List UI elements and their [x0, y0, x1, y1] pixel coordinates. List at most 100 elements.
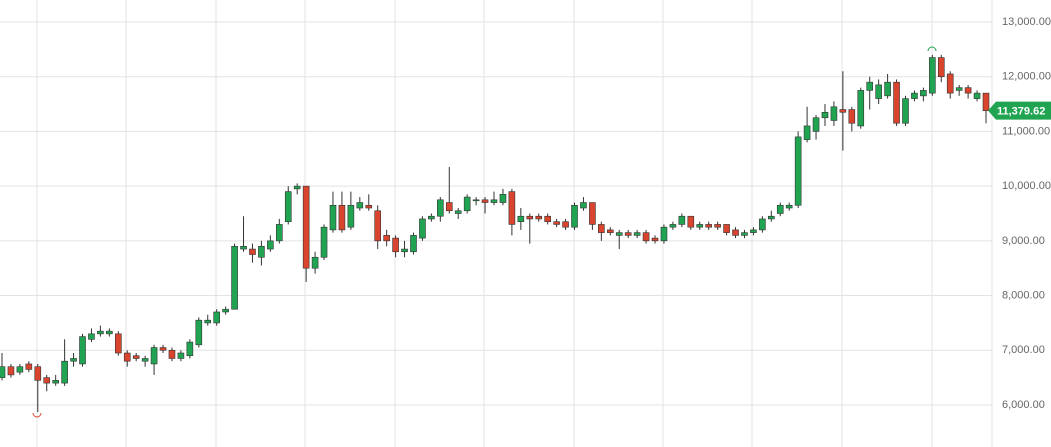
y-tick-label: 6,000.00: [1002, 399, 1045, 411]
candle: [759, 216, 766, 233]
candle: [249, 243, 256, 263]
candle-body: [141, 358, 149, 362]
candle-body: [714, 224, 721, 228]
candle: [830, 101, 838, 126]
candle-body: [785, 204, 793, 209]
candle: [660, 224, 668, 244]
candle-body: [249, 248, 256, 255]
y-tick-label: 7,000.00: [1002, 344, 1045, 356]
candle-body: [884, 81, 891, 97]
candle-body: [383, 235, 390, 242]
candle: [723, 224, 730, 236]
candle: [284, 186, 292, 225]
candle-body: [338, 204, 346, 231]
candle: [356, 197, 364, 211]
candle-body: [0, 366, 6, 378]
candle-body: [651, 237, 659, 242]
candle: [472, 197, 480, 206]
candle-body: [642, 232, 650, 242]
candle-body: [893, 81, 900, 124]
candle: [240, 216, 247, 252]
candle: [920, 87, 927, 102]
candle-body: [437, 199, 444, 217]
candle: [696, 221, 704, 230]
candle: [857, 87, 865, 129]
candle: [535, 213, 543, 222]
candle-body: [374, 210, 382, 242]
candle: [875, 79, 882, 105]
candle: [937, 54, 945, 83]
candle: [195, 317, 203, 348]
candle: [571, 202, 578, 230]
candle-body: [937, 57, 945, 78]
candle: [651, 235, 659, 244]
candle: [821, 104, 829, 126]
candle-body: [347, 204, 355, 228]
candle-body: [419, 218, 426, 239]
candle-body: [7, 366, 15, 376]
candle: [741, 229, 748, 239]
candle: [7, 363, 15, 378]
candle: [329, 191, 337, 233]
candle-body: [624, 232, 632, 236]
candle-body: [356, 202, 364, 209]
candle-body: [696, 224, 704, 228]
candle-body: [759, 218, 766, 231]
candle: [526, 213, 534, 244]
candle-body: [768, 215, 775, 220]
candle-body: [79, 336, 86, 365]
candle: [311, 251, 319, 274]
candle-body: [517, 215, 525, 222]
candle: [445, 166, 453, 214]
candle-body: [25, 363, 33, 370]
candle: [132, 353, 140, 362]
candle: [150, 344, 158, 375]
candle-body: [660, 226, 668, 242]
candle-body: [168, 349, 176, 359]
candle: [562, 218, 569, 230]
candle-body: [946, 73, 954, 94]
candle: [794, 131, 802, 209]
candle-body: [401, 248, 408, 253]
candle-body: [955, 87, 963, 91]
candle-body: [150, 347, 158, 365]
candle-body: [687, 215, 695, 228]
candle-body: [875, 84, 882, 99]
candle-body: [258, 246, 265, 258]
candle-body: [204, 319, 212, 324]
candle-body: [88, 333, 95, 340]
last-price-tag: [988, 101, 1051, 120]
y-tick-label: 12,000.00: [1002, 71, 1051, 83]
candle: [347, 191, 355, 230]
candle-body: [410, 235, 417, 253]
candle: [964, 84, 972, 99]
candle: [633, 229, 641, 239]
candle-body: [61, 360, 68, 384]
candle-body: [490, 199, 498, 203]
candle-body: [606, 229, 614, 233]
candle: [177, 350, 185, 362]
candle: [231, 243, 238, 310]
candle: [43, 374, 51, 392]
candle: [750, 227, 757, 236]
candle-body: [633, 232, 641, 236]
candle: [678, 213, 686, 228]
candle: [320, 224, 328, 260]
candle: [848, 106, 856, 132]
candle: [580, 197, 587, 211]
candle: [955, 84, 963, 96]
candle: [615, 229, 623, 250]
candle-body: [732, 229, 739, 236]
candle: [454, 208, 462, 219]
candle: [517, 208, 525, 230]
candle: [866, 76, 874, 110]
candle-body: [114, 333, 122, 354]
candle-body: [615, 232, 623, 236]
candle: [258, 240, 265, 266]
candle: [276, 218, 283, 244]
candle-body: [123, 352, 131, 362]
candle: [687, 215, 695, 230]
last-price-label: 11,379.62: [997, 106, 1045, 118]
candle: [186, 339, 194, 359]
